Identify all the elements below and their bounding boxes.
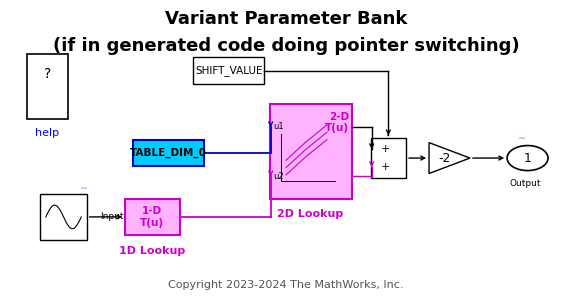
Text: u1: u1 (273, 122, 284, 131)
Text: SHIFT_VALUE: SHIFT_VALUE (195, 65, 263, 76)
Text: (if in generated code doing pointer switching): (if in generated code doing pointer swit… (53, 37, 519, 55)
FancyBboxPatch shape (27, 54, 67, 119)
Text: ?: ? (43, 67, 51, 81)
FancyBboxPatch shape (125, 198, 180, 235)
Text: Variant Parameter Bank: Variant Parameter Bank (165, 10, 407, 28)
Text: +: + (381, 162, 390, 172)
Text: Output: Output (509, 179, 541, 188)
Text: TABLE_DIM_0: TABLE_DIM_0 (130, 148, 207, 158)
FancyBboxPatch shape (371, 138, 406, 178)
Text: -2: -2 (438, 151, 451, 165)
Text: 2D Lookup: 2D Lookup (277, 209, 344, 219)
Text: Copyright 2023-2024 The MathWorks, Inc.: Copyright 2023-2024 The MathWorks, Inc. (168, 280, 404, 290)
Ellipse shape (507, 146, 548, 170)
Text: 1-D
T(u): 1-D T(u) (140, 206, 164, 228)
Text: u2: u2 (273, 172, 284, 181)
Text: Input: Input (101, 212, 124, 221)
Text: 2-D
T(u): 2-D T(u) (325, 112, 349, 133)
Text: help: help (35, 128, 59, 138)
Text: +: + (381, 144, 390, 154)
Text: ∼: ∼ (80, 183, 88, 193)
Text: ∼: ∼ (518, 133, 526, 143)
Polygon shape (429, 143, 470, 173)
Text: 1D Lookup: 1D Lookup (119, 246, 185, 256)
FancyBboxPatch shape (193, 57, 264, 84)
FancyBboxPatch shape (133, 140, 204, 166)
Text: 1: 1 (523, 151, 531, 165)
FancyBboxPatch shape (41, 194, 87, 240)
FancyBboxPatch shape (269, 104, 352, 198)
